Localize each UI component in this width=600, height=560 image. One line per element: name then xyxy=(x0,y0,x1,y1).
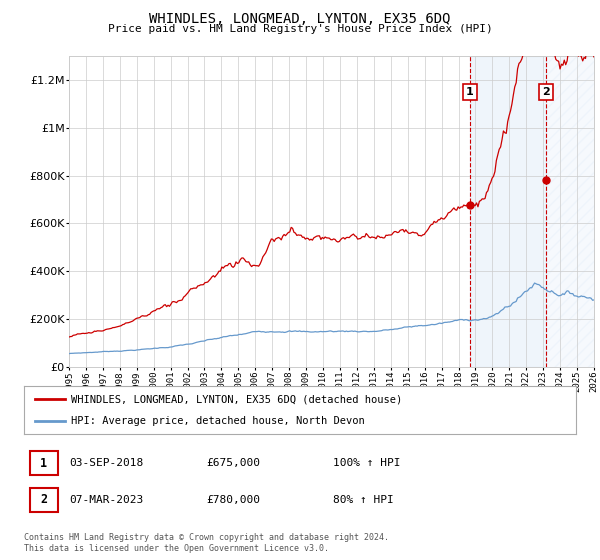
Text: £675,000: £675,000 xyxy=(206,458,260,468)
Text: 2: 2 xyxy=(542,87,550,97)
Text: 2: 2 xyxy=(40,493,47,506)
Bar xyxy=(470,56,546,367)
Text: WHINDLES, LONGMEAD, LYNTON, EX35 6DQ (detached house): WHINDLES, LONGMEAD, LYNTON, EX35 6DQ (de… xyxy=(71,394,402,404)
FancyBboxPatch shape xyxy=(29,451,58,475)
Text: £780,000: £780,000 xyxy=(206,494,260,505)
Text: 80% ↑ HPI: 80% ↑ HPI xyxy=(333,494,394,505)
Text: 03-SEP-2018: 03-SEP-2018 xyxy=(69,458,143,468)
Text: 1: 1 xyxy=(466,87,474,97)
Bar xyxy=(546,56,594,367)
Text: 1: 1 xyxy=(40,457,47,470)
Text: 100% ↑ HPI: 100% ↑ HPI xyxy=(333,458,401,468)
Text: 07-MAR-2023: 07-MAR-2023 xyxy=(69,494,143,505)
Text: Price paid vs. HM Land Registry's House Price Index (HPI): Price paid vs. HM Land Registry's House … xyxy=(107,24,493,34)
Text: WHINDLES, LONGMEAD, LYNTON, EX35 6DQ: WHINDLES, LONGMEAD, LYNTON, EX35 6DQ xyxy=(149,12,451,26)
FancyBboxPatch shape xyxy=(29,488,58,512)
Text: HPI: Average price, detached house, North Devon: HPI: Average price, detached house, Nort… xyxy=(71,416,365,426)
Text: Contains HM Land Registry data © Crown copyright and database right 2024.
This d: Contains HM Land Registry data © Crown c… xyxy=(24,533,389,553)
